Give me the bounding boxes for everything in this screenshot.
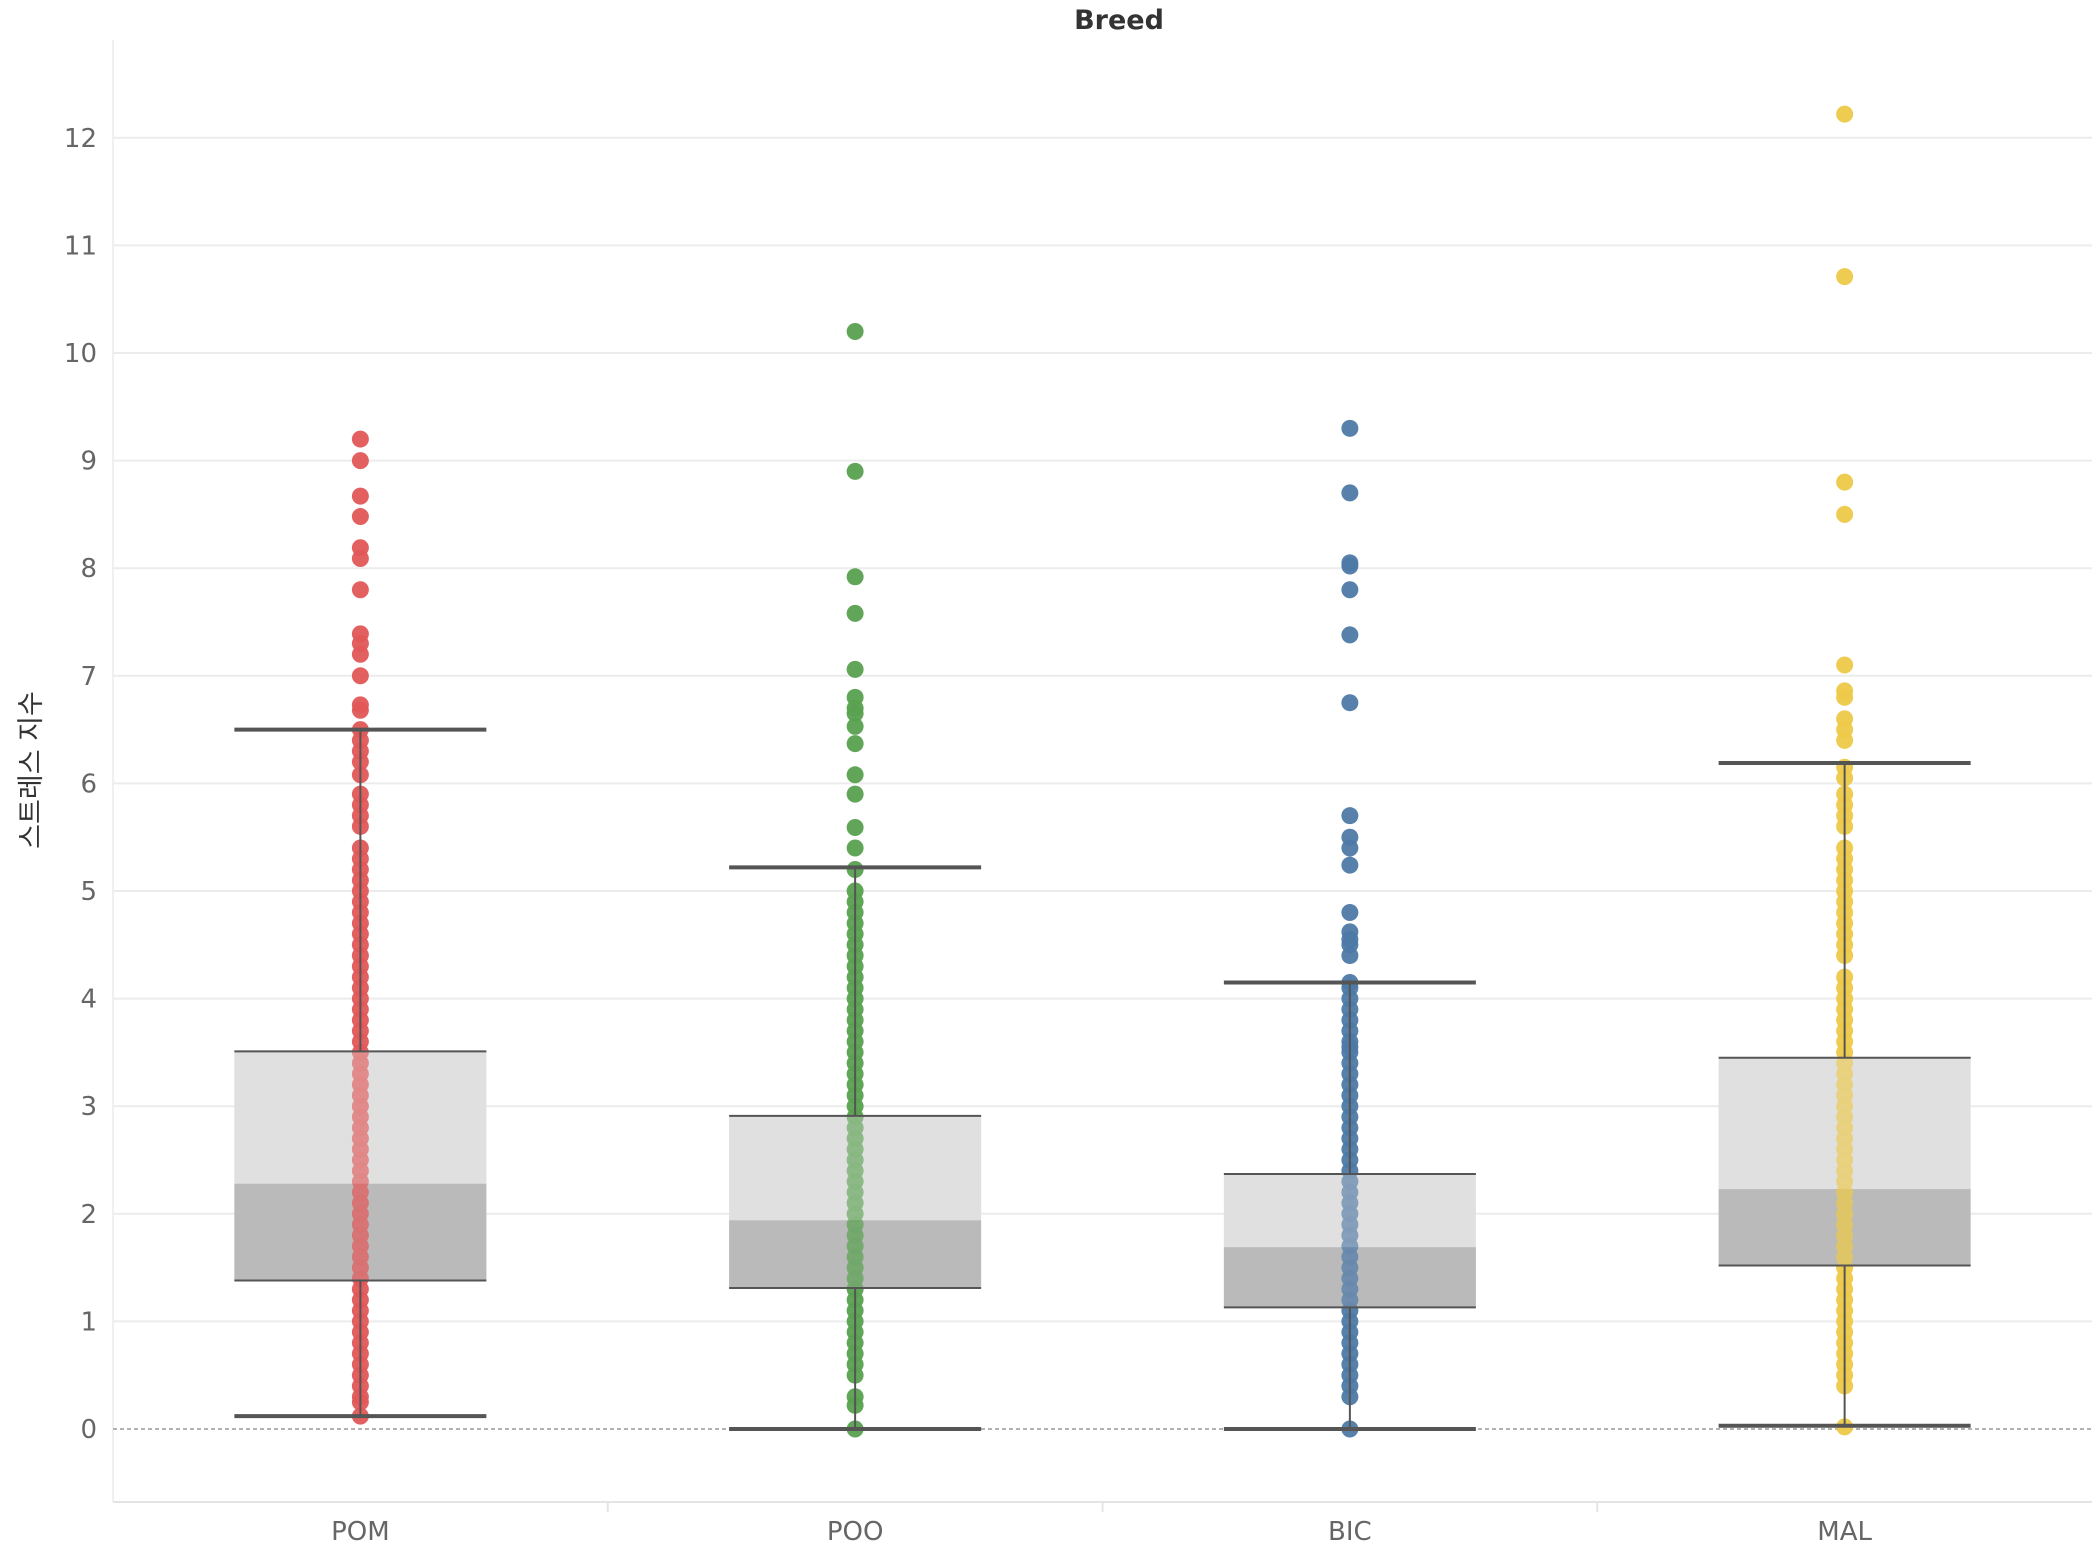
data-point — [1341, 419, 1359, 437]
y-tick-label: 7 — [80, 662, 97, 692]
y-tick-label: 3 — [80, 1092, 97, 1122]
data-point — [846, 462, 864, 480]
boxes — [234, 1051, 1971, 1308]
data-point — [846, 819, 864, 837]
data-point — [1341, 694, 1359, 712]
x-tick-label: POM — [331, 1517, 390, 1547]
box-upper-overlay — [1223, 1173, 1476, 1248]
data-point — [846, 766, 864, 784]
data-point — [846, 717, 864, 735]
x-tick-label: POO — [827, 1517, 884, 1547]
gridlines — [112, 40, 2092, 1512]
y-tick-label: 2 — [80, 1200, 97, 1230]
data-point — [1341, 626, 1359, 644]
box-upper-overlay — [729, 1115, 982, 1221]
data-point — [351, 581, 369, 599]
x-tick-label: MAL — [1817, 1517, 1872, 1547]
data-point — [1836, 688, 1854, 706]
data-point — [1836, 656, 1854, 674]
data-point — [1341, 484, 1359, 502]
y-tick-label: 10 — [64, 339, 97, 369]
data-point — [846, 604, 864, 622]
box-lower-overlay — [1223, 1247, 1476, 1308]
data-point — [1341, 904, 1359, 922]
data-point — [1341, 807, 1359, 825]
data-point — [846, 785, 864, 803]
data-point — [1836, 105, 1854, 123]
y-tick-label: 6 — [80, 769, 97, 799]
box-upper-overlay — [1718, 1057, 1971, 1190]
data-point — [351, 667, 369, 685]
y-tick-label: 12 — [64, 124, 97, 154]
data-point — [351, 508, 369, 526]
data-point — [1341, 947, 1359, 965]
x-tick-label: BIC — [1328, 1517, 1372, 1547]
box-lower-overlay — [234, 1183, 487, 1281]
y-tick-label: 11 — [64, 231, 97, 261]
data-point — [846, 660, 864, 678]
data-point — [351, 452, 369, 470]
y-tick-label: 8 — [80, 554, 97, 584]
data-points — [351, 105, 1854, 1438]
data-point — [351, 701, 369, 719]
box-lower-overlay — [1718, 1189, 1971, 1266]
x-axis-ticks: POM POO BIC MAL — [331, 1517, 1872, 1547]
data-point — [1341, 581, 1359, 599]
chart-title: Breed — [1074, 5, 1164, 36]
data-point — [846, 568, 864, 586]
data-point — [351, 645, 369, 663]
data-point — [1836, 731, 1854, 749]
data-point — [351, 430, 369, 448]
data-point — [846, 322, 864, 340]
y-tick-label: 4 — [80, 985, 97, 1015]
data-point — [1341, 557, 1359, 575]
whiskers — [234, 727, 1971, 1431]
y-tick-label: 5 — [80, 877, 97, 907]
data-point — [1836, 473, 1854, 491]
data-point — [846, 704, 864, 722]
data-point — [1341, 856, 1359, 874]
data-point — [846, 839, 864, 857]
box-upper-overlay — [234, 1051, 487, 1184]
data-point — [1836, 268, 1854, 286]
data-point — [1341, 839, 1359, 857]
y-axis-title: 스트레스 지수 — [16, 691, 47, 849]
data-point — [846, 735, 864, 753]
y-tick-label: 9 — [80, 447, 97, 477]
box-lower-overlay — [729, 1220, 982, 1289]
y-tick-label: 0 — [80, 1415, 97, 1445]
data-point — [1836, 505, 1854, 523]
data-point — [351, 487, 369, 505]
data-point — [351, 550, 369, 568]
y-tick-label: 1 — [80, 1307, 97, 1337]
